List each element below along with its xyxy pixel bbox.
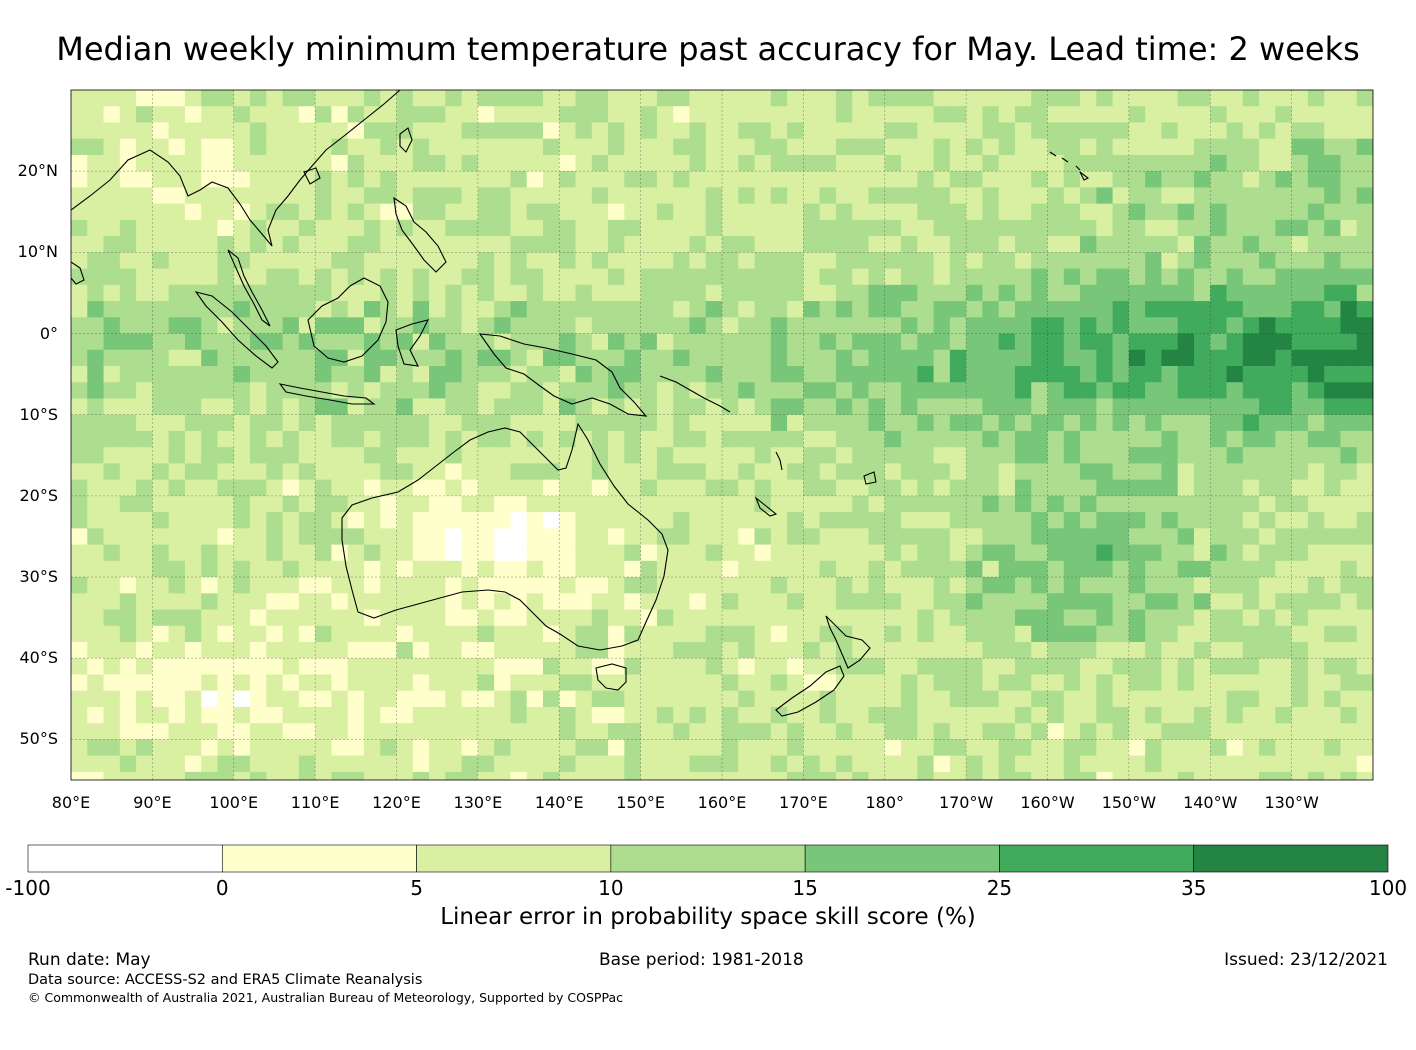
longitude-label: 170°E [779,793,828,812]
colorbar-tick-label: 35 [1180,876,1207,900]
colorbar-segment [1193,844,1389,873]
new-zealand-south-coastline [775,665,845,717]
colorbar-segment [27,844,223,873]
fiji-coastline [863,471,877,485]
latitude-label: 50°S [19,729,58,749]
colorbar-tick-label: 100 [1368,876,1408,900]
copyright: © Commonwealth of Australia 2021, Austra… [28,990,623,1005]
graticule [71,90,1373,780]
latitude-label: 0° [39,323,58,343]
tasmania-coastline [595,663,627,691]
issued-date: Issued: 23/12/2021 [1224,950,1388,970]
colorbar-segment [221,844,417,873]
longitude-label: 100°E [209,793,259,812]
taiwan-coastline [399,127,413,153]
longitude-label: 110°E [290,793,340,812]
longitude-label: 120°E [372,793,421,812]
colorbar-title: Linear error in probability space skill … [440,904,976,930]
longitude-label: 170°W [938,793,994,812]
latitude-label: 30°S [19,567,58,587]
base-period: Base period: 1981-2018 [599,950,804,970]
sulawesi-coastline [395,319,430,367]
java-coastline [278,383,376,405]
australia-coastline [341,422,669,651]
colorbar [27,844,1389,873]
latitude-label: 20°S [19,485,58,505]
colorbar-segment [416,844,612,873]
solomon-islands-coastline [659,375,731,413]
longitude-label: 130°W [1264,793,1319,812]
colorbar-segment [999,844,1195,873]
map-title: Median weekly minimum temperature past a… [56,30,1360,68]
longitude-label: 150°E [616,793,665,812]
hawaii-coastline [1049,151,1090,181]
longitude-label: 160°W [1020,793,1075,812]
latitude-label: 40°S [19,648,58,668]
colorbar-tick-label: 25 [986,876,1013,900]
asia-mainland-coastline [71,90,401,247]
new-caledonia-coastline [754,496,778,517]
colorbar-tick-label: 0 [215,876,229,900]
hainan-coastline [303,167,321,185]
longitude-label: 140°W [1183,793,1238,812]
colorbar-segment [804,844,1000,873]
philippines-coastline [393,196,447,273]
borneo-coastline [307,277,389,363]
colorbar-tick-label: -100 [5,876,51,900]
colorbar-tick-label: 10 [598,876,624,900]
run-date: Run date: May [28,950,151,970]
sumatra-coastline [194,291,279,369]
data-source: Data source: ACCESS-S2 and ERA5 Climate … [28,972,423,988]
latitude-label: 10°N [17,242,58,262]
longitude-label: 130°E [453,793,503,812]
latitude-label: 20°N [17,161,58,181]
malay-peninsula-coastline [227,249,271,327]
coastlines [71,90,1090,717]
longitude-label: 140°E [534,793,584,812]
skill-cells [71,90,1373,780]
new-guinea-coastline [478,333,648,417]
colorbar-tick-label: 5 [410,876,423,900]
longitude-label: 80°E [51,793,91,812]
vanuatu-coastline [775,451,783,471]
colorbar-segment [610,844,806,873]
longitude-label: 180° [865,793,905,812]
longitude-label: 160°E [697,793,747,812]
new-zealand-north-coastline [825,615,871,669]
latitude-label: 10°S [19,404,58,424]
colorbar-tick-label: 15 [792,876,818,900]
longitude-label: 150°W [1101,793,1157,812]
sri-lanka-coastline [71,261,85,285]
longitude-label: 90°E [133,793,172,812]
